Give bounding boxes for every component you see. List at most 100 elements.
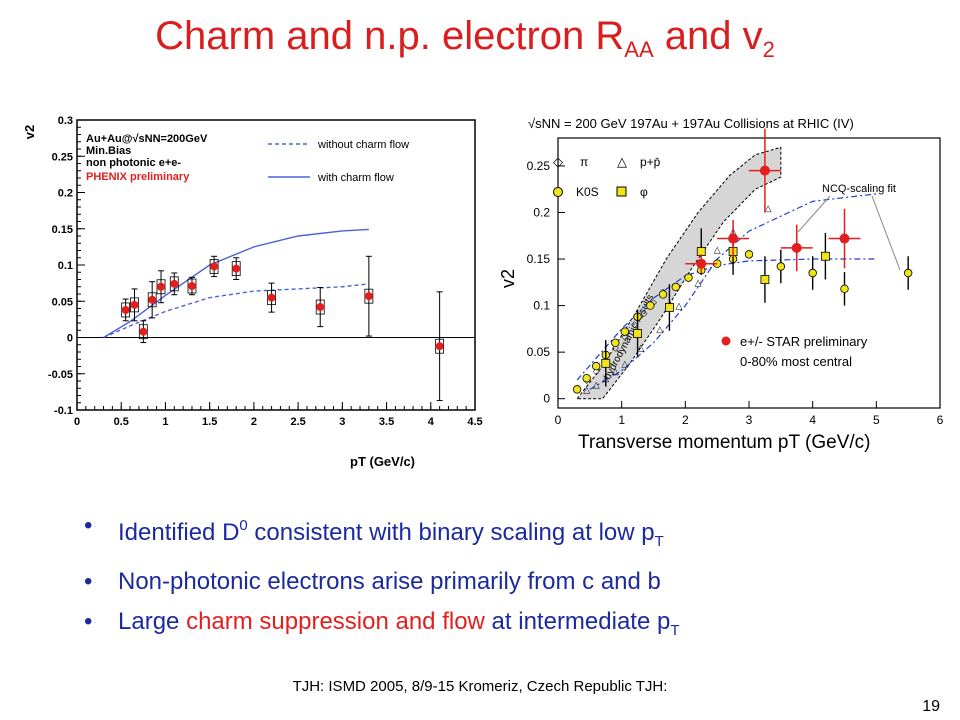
chart-annotation: Min.Bias: [86, 145, 131, 157]
x-tick-label: 5: [873, 413, 880, 427]
data-point: [316, 303, 325, 312]
y-axis-label: v2: [22, 125, 37, 139]
y-tick-label: 0.15: [527, 252, 551, 266]
data-point: [776, 262, 786, 271]
bullet-text-part: Large: [118, 608, 187, 635]
data-point: [157, 282, 166, 291]
bullet-dot: •: [84, 512, 93, 539]
data-point: [232, 264, 241, 273]
x-tick-label: 2: [251, 416, 257, 428]
x-tick-label: 4: [809, 413, 816, 427]
bullet-list: • Identified D0 consistent with binary sc…: [84, 506, 680, 651]
legend-label: without charm flow: [317, 139, 409, 151]
legend-label: φ: [640, 185, 648, 199]
chart-header: √sNN = 200 GeV 197Au + 197Au Collisions …: [528, 116, 854, 131]
data-point: [808, 268, 817, 278]
data-point: [791, 242, 802, 253]
data-point: △: [656, 324, 663, 334]
y-tick-label: 0.15: [52, 224, 73, 236]
data-point: [121, 305, 130, 314]
data-point: △: [695, 277, 702, 287]
chart-annotation: 0-80% most central: [740, 354, 852, 369]
data-point: △: [765, 203, 772, 213]
y-tick-label: 0.1: [58, 260, 73, 272]
data-point: [684, 273, 693, 282]
x-tick-label: 0: [74, 416, 80, 428]
data-point: [364, 292, 373, 301]
data-point: ◇: [640, 308, 647, 318]
data-point: △: [593, 380, 600, 390]
phenix-v2-chart: 0 0.5 1 1.5 2 2.5 3 3.5 4 4.5 -0.1 -0.05 0 0.05 0.1 0.1…: [20, 104, 496, 476]
data-point: [582, 374, 591, 383]
data-point: △: [676, 301, 683, 311]
bullet-text-part: charm suppression and flow: [186, 608, 485, 635]
data-point: △: [621, 358, 628, 368]
data-point: [148, 295, 157, 304]
x-tick-label: 1.5: [202, 416, 217, 428]
y-tick-label: 0.1: [533, 299, 550, 313]
y-tick-label: 0: [543, 392, 550, 406]
y-tick-label: 0.25: [52, 151, 73, 163]
data-point: [820, 251, 830, 261]
data-point: [840, 284, 849, 294]
fit-annotation: NCQ-scaling fit: [822, 183, 896, 195]
bullet-dot: •: [84, 608, 93, 635]
legend-marker: ◇: [553, 154, 563, 169]
data-point: [572, 385, 582, 394]
data-point: △: [637, 342, 644, 352]
page-number: 19: [922, 698, 940, 715]
x-tick-label: 4: [428, 416, 435, 428]
bullet-text-part: Identified D: [118, 519, 240, 546]
data-point: [435, 342, 444, 351]
data-point: [139, 327, 148, 336]
bullet-item: • Large charm suppression and flow at int…: [84, 602, 680, 651]
chart-annotation: PHENIX preliminary: [86, 171, 190, 183]
bullet-text: Identified D0 consistent with binary sca…: [118, 517, 664, 550]
data-point: [187, 282, 196, 291]
x-tick-label: 0: [555, 413, 562, 427]
series-curve: [589, 193, 877, 390]
legend-label: π: [580, 155, 588, 169]
bullet-text-part: T: [670, 622, 680, 639]
bullet-dot: •: [84, 568, 93, 595]
legend-marker: [721, 336, 731, 346]
data-point: ◇: [621, 331, 628, 341]
x-tick-label: 0.5: [114, 416, 129, 428]
bullet-text: Non-photonic electrons arise primarily f…: [118, 568, 661, 595]
data-point: [658, 290, 668, 299]
data-point: [267, 293, 276, 302]
data-point: ◇: [612, 342, 619, 352]
data-point: ◇: [593, 366, 600, 376]
data-point: ◇: [631, 319, 638, 329]
bullet-text: Large charm suppression and flow at inte…: [118, 608, 680, 639]
data-point: [646, 301, 655, 310]
data-point: △: [583, 384, 590, 394]
y-tick-label: -0.05: [48, 369, 73, 381]
legend-label: p+p̄: [640, 155, 661, 169]
data-point: [696, 258, 707, 269]
data-point: [665, 303, 674, 312]
x-tick-label: 3: [339, 416, 345, 428]
y-axis-label: v2: [500, 269, 518, 288]
data-point: [620, 327, 630, 336]
legend-label: with charm flow: [317, 172, 394, 184]
data-point: △: [612, 366, 619, 376]
bullet-text-part: at intermediate p: [484, 608, 671, 635]
y-tick-label: 0.05: [52, 296, 73, 308]
legend-marker: △: [617, 154, 627, 169]
x-tick-label: 2.5: [290, 416, 305, 428]
legend-label: K0S: [576, 185, 599, 199]
data-point: [130, 300, 139, 309]
x-tick-label: 1: [618, 413, 625, 427]
star-v2-chart: √sNN = 200 GeV 197Au + 197Au Collisions …: [498, 108, 948, 458]
data-point: [611, 338, 620, 348]
y-tick-label: 0.25: [527, 159, 551, 173]
legend-marker: [553, 187, 563, 197]
bullet-text-part: consistent with binary scaling at low p: [247, 519, 655, 546]
x-tick-label: 4.5: [467, 416, 482, 428]
y-tick-label: 0.2: [533, 205, 550, 219]
y-tick-label: -0.1: [54, 405, 73, 417]
x-tick-label: 3.5: [379, 416, 394, 428]
x-tick-label: 2: [682, 413, 689, 427]
x-tick-label: 3: [746, 413, 753, 427]
